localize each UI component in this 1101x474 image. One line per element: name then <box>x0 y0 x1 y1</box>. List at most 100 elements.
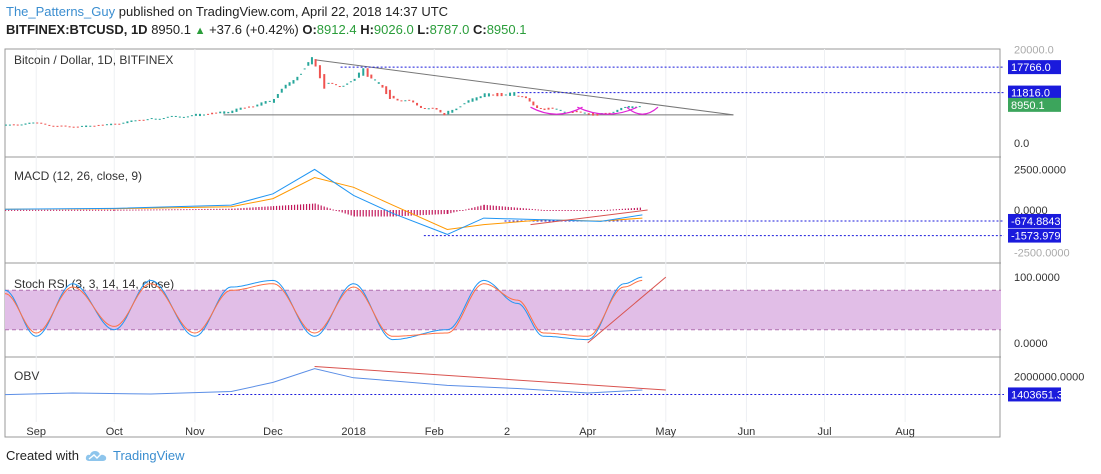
pattern-arc <box>577 106 638 115</box>
macd-histogram-bar <box>480 205 482 210</box>
price-y-tick: 0.0 <box>1014 138 1029 150</box>
macd-histogram-bar <box>447 210 449 214</box>
price-label-box <box>1008 228 1061 243</box>
price-candle <box>431 107 434 109</box>
price-candle <box>492 94 495 96</box>
macd-histogram-bar <box>210 208 212 210</box>
price-candle <box>616 109 619 112</box>
macd-histogram-bar <box>350 210 352 216</box>
price-candle <box>631 106 634 109</box>
macd-histogram-bar <box>347 210 349 215</box>
macd-histogram-bar <box>365 210 367 217</box>
price-candle <box>276 94 279 98</box>
price-candle <box>203 114 206 116</box>
price-candle <box>596 113 599 116</box>
macd-histogram-bar <box>377 210 379 217</box>
macd-histogram-bar <box>59 209 61 211</box>
author-link[interactable]: The_Patterns_Guy <box>6 4 116 19</box>
price-candle <box>310 57 313 65</box>
chart-header: The_Patterns_Guy published on TradingVie… <box>6 3 526 40</box>
macd-histogram-bar <box>483 204 485 210</box>
price-candle <box>612 111 615 113</box>
chart-frame <box>4 48 1001 438</box>
price-candle <box>170 115 173 117</box>
price-candle <box>559 109 562 111</box>
price-y-tick: 20000.0 <box>1014 45 1054 57</box>
price-candle <box>231 110 234 114</box>
macd-histogram-bar <box>47 209 49 211</box>
macd-histogram-bar <box>32 209 34 211</box>
macd-histogram-bar <box>153 209 155 211</box>
price-candle <box>114 123 117 125</box>
macd-histogram-bar <box>504 206 506 210</box>
price-candle <box>32 122 35 124</box>
x-axis-label: Jun <box>738 426 756 438</box>
macd-histogram-bar <box>141 209 143 211</box>
macd-histogram-bar <box>68 209 70 211</box>
macd-histogram-bar <box>50 209 52 211</box>
macd-signal-line <box>4 176 643 231</box>
macd-histogram-bar <box>329 208 331 210</box>
tradingview-brand[interactable]: TradingView <box>112 448 185 463</box>
price-candle <box>211 112 214 115</box>
macd-histogram-bar <box>35 209 37 211</box>
macd-histogram-bar <box>290 204 293 210</box>
macd-histogram-bar <box>450 210 452 214</box>
price-candle <box>68 126 71 128</box>
chart-svg[interactable]: Bitcoin / Dollar, 1D, BITFINEX 20000.0 0.0… <box>0 44 1101 440</box>
macd-histogram-bar <box>207 208 209 210</box>
macd-histogram-bar <box>74 209 76 211</box>
macd-histogram-bar <box>636 207 638 210</box>
macd-histogram-bar <box>192 209 194 211</box>
price-label: 8950.1 <box>1011 100 1045 112</box>
obv-trend-arrow <box>314 366 666 391</box>
macd-histogram-bar <box>261 206 263 210</box>
macd-histogram-bar <box>374 210 376 217</box>
x-axis-label: Dec <box>263 426 283 438</box>
price-candle <box>479 96 482 99</box>
macd-y-tick: 2500.0000 <box>1014 164 1066 176</box>
macd-histogram-bar <box>281 205 284 210</box>
price-candle <box>80 125 83 127</box>
macd-histogram-bar <box>110 209 112 211</box>
low-label: L: <box>417 22 430 37</box>
price-candle <box>487 93 490 97</box>
price-candle <box>555 108 558 110</box>
macd-histogram-bar <box>630 208 632 210</box>
price-candle <box>357 72 360 78</box>
price-candle <box>342 85 345 87</box>
price-candle <box>423 107 426 109</box>
macd-histogram-bar <box>5 209 7 211</box>
price-candle <box>194 113 197 116</box>
macd-histogram-bar <box>401 210 403 217</box>
macd-histogram-bar <box>92 209 94 211</box>
price-candle <box>174 115 177 117</box>
macd-histogram-bar <box>422 210 424 216</box>
chart-area[interactable]: Bitcoin / Dollar, 1D, BITFINEX 20000.0 0.0… <box>0 44 1101 440</box>
price-candle <box>575 110 578 113</box>
macd-histogram-bar <box>507 206 509 210</box>
macd-histogram-bar <box>383 210 385 217</box>
macd-histogram-bar <box>443 210 445 215</box>
macd-histogram-bar <box>398 210 400 217</box>
macd-histogram-bar <box>534 209 536 211</box>
price-candle <box>186 116 189 118</box>
price-candle <box>284 84 287 89</box>
publish-line: The_Patterns_Guy published on TradingVie… <box>6 3 526 21</box>
price-candle <box>416 102 419 106</box>
macd-histogram-bar <box>317 204 319 210</box>
x-axis-label: Oct <box>106 426 123 438</box>
price-candle <box>146 119 149 121</box>
macd-histogram-bar <box>171 209 173 211</box>
macd-line <box>4 168 643 235</box>
macd-histogram-bar <box>501 206 503 210</box>
macd-histogram-bar <box>228 208 230 210</box>
macd-histogram-bar <box>56 209 58 211</box>
macd-histogram-bar <box>489 205 491 210</box>
price-candle <box>385 86 388 95</box>
macd-histogram-bar <box>380 210 382 217</box>
price-candle <box>122 122 125 124</box>
macd-histogram-bar <box>516 207 518 210</box>
macd-histogram-bar <box>296 204 299 210</box>
macd-histogram-bar <box>183 209 185 211</box>
